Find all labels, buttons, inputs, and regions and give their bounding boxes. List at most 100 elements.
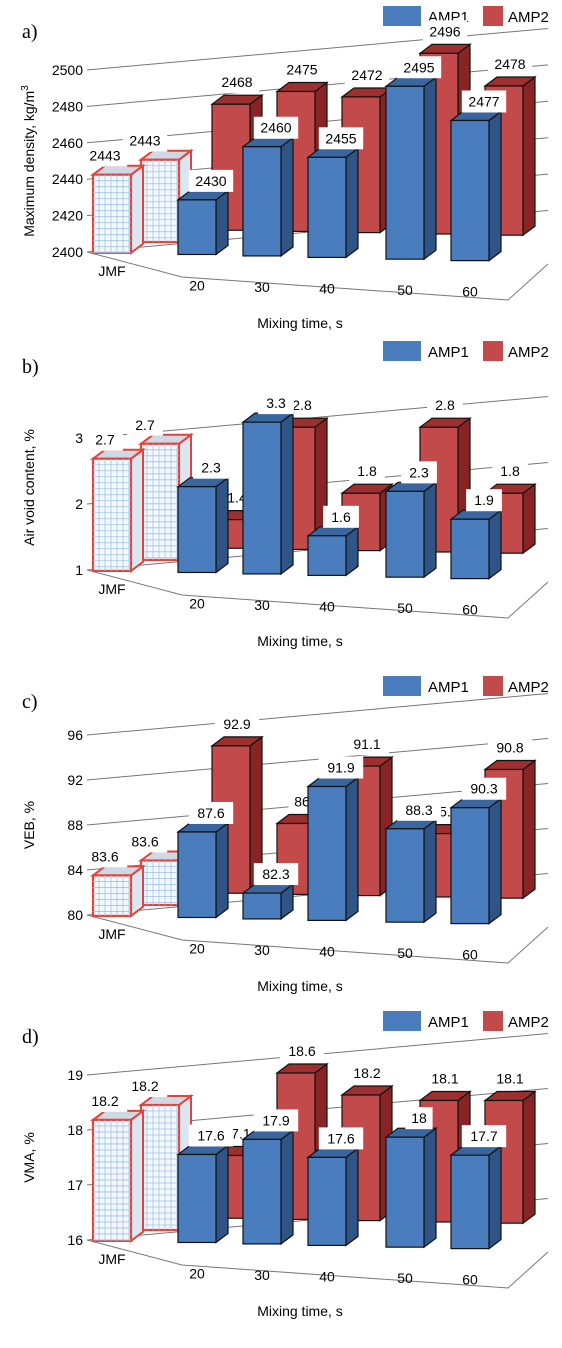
data-label-bg <box>487 53 533 76</box>
legend-swatch-amp1 <box>383 676 421 696</box>
data-label: 2.8 <box>427 394 463 417</box>
bar-amp1 <box>306 1147 360 1247</box>
legend-label-amp2: AMP2 <box>508 9 549 26</box>
y-axis-label-text: VMA, % <box>21 1132 37 1183</box>
legend-swatch-amp1 <box>383 6 421 26</box>
gridline <box>86 738 549 781</box>
floor-outline <box>86 1239 549 1289</box>
data-label: 2.3 <box>401 461 437 484</box>
data-label-text: 3.3 <box>266 395 286 411</box>
data-label-text: 18.2 <box>131 1078 158 1094</box>
y-tick-label: 2480 <box>52 98 83 114</box>
data-label-text: 2.3 <box>409 464 429 480</box>
x-tick-label: 30 <box>254 279 270 295</box>
data-label-bg <box>461 1125 507 1148</box>
bar-side <box>280 1129 294 1246</box>
data-label-text: 86 <box>294 794 310 810</box>
data-label-text: 2495 <box>403 59 434 75</box>
floor-outline <box>86 914 549 964</box>
bar-amp1 <box>176 189 230 256</box>
data-label-text: 82.3 <box>262 866 289 882</box>
bar-front <box>242 1138 282 1245</box>
data-label-bg <box>318 127 364 150</box>
bar-side <box>522 75 536 237</box>
data-label: 2.7 <box>127 413 163 436</box>
y-tick-label: 2 <box>75 496 83 512</box>
bar-front <box>307 156 347 259</box>
y-axis-label: Air void content, % <box>21 429 37 546</box>
data-label-bg <box>127 413 163 436</box>
bar-amp1 <box>449 509 503 580</box>
panel-label: b) <box>22 356 39 378</box>
data-label-text: 2.8 <box>292 397 312 413</box>
bar-side <box>488 1144 502 1250</box>
data-label-text: 90.8 <box>496 740 523 756</box>
data-label-bg <box>466 489 502 512</box>
data-label-text: 2.7 <box>95 432 115 448</box>
data-label-bg <box>396 798 442 821</box>
panel-label: c) <box>22 691 38 713</box>
bar-front <box>450 1154 490 1250</box>
data-label-text: 18.2 <box>91 1093 118 1109</box>
data-label-text: 91.1 <box>353 736 380 752</box>
chart-panel-a: a)AMP1 AMP2240024202440246024802500Maximu… <box>20 6 549 331</box>
data-label-text: 2.3 <box>201 460 221 476</box>
data-label-text: 2455 <box>325 130 356 146</box>
y-axis-label-superscript: 3 <box>20 85 31 91</box>
bar-amp1 <box>449 797 503 925</box>
legend-label-amp2: AMP2 <box>508 344 549 361</box>
data-label-text: 1.9 <box>474 492 494 508</box>
data-label: 88.3 <box>396 798 442 821</box>
data-label: 2443 <box>122 129 168 152</box>
data-label: 82.3 <box>253 863 299 886</box>
legend-swatch-amp1 <box>383 1011 421 1031</box>
x-tick-label: 20 <box>189 595 205 611</box>
data-label-text: 18 <box>411 1110 427 1126</box>
data-label: 2468 <box>214 71 260 94</box>
data-label-bg <box>318 756 364 779</box>
bar-front <box>450 518 490 580</box>
data-label-text: 2472 <box>351 67 382 83</box>
bar-amp1 <box>384 76 438 261</box>
data-label-bg <box>461 777 507 800</box>
bar-front <box>177 831 217 919</box>
y-tick-label: 84 <box>67 862 83 878</box>
data-label-text: 87.6 <box>197 805 224 821</box>
data-label: 2496 <box>422 20 468 43</box>
data-label-text: 90.3 <box>470 781 497 797</box>
data-label: 83.6 <box>122 830 168 853</box>
legend: AMP1 AMP2 <box>383 676 549 696</box>
bar-front <box>385 85 425 260</box>
data-label: 87.6 <box>188 801 234 824</box>
bar-jmf-front <box>90 1108 146 1243</box>
bar-amp1 <box>241 1129 295 1246</box>
x-tick-label: 30 <box>254 942 270 958</box>
data-label: 18.2 <box>122 1075 168 1097</box>
y-tick-label: 96 <box>67 727 83 743</box>
legend-label-amp1: AMP1 <box>428 679 469 696</box>
data-label-bg <box>396 56 442 79</box>
data-label: 1.9 <box>466 489 502 512</box>
data-label-bg <box>461 90 507 113</box>
data-label: 2472 <box>344 63 390 86</box>
data-label-bg <box>427 394 463 417</box>
y-tick-label: 80 <box>67 907 83 923</box>
bar-amp1 <box>449 110 503 262</box>
bar-side <box>522 759 536 900</box>
data-label-text: 2477 <box>468 93 499 109</box>
data-label-text: 83.6 <box>91 848 118 864</box>
x-tick-label: JMF <box>98 1251 125 1267</box>
bar-amp1 <box>306 525 360 577</box>
bar-side <box>215 821 229 919</box>
data-label: 90.3 <box>461 777 507 800</box>
data-label-bg <box>487 736 533 759</box>
data-label-text: 2430 <box>195 173 226 189</box>
legend-label-amp2: AMP2 <box>508 1014 549 1031</box>
data-label-text: 17.6 <box>327 1130 354 1146</box>
y-tick-label: 92 <box>67 772 83 788</box>
bar-front <box>242 146 282 257</box>
bar-side <box>215 189 229 256</box>
bar-amp1 <box>384 818 438 924</box>
bar-side <box>280 411 294 576</box>
bar-side <box>215 476 229 574</box>
